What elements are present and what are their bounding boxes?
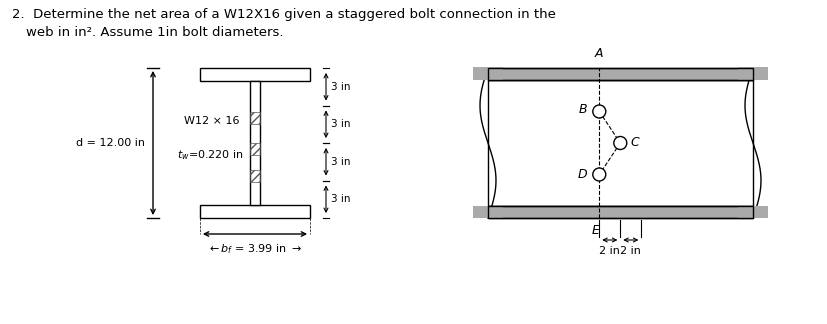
Text: 2 in: 2 in [619,246,640,256]
Bar [487,206,752,218]
Text: $t_w$=0.220 in: $t_w$=0.220 in [176,148,242,162]
Text: web in in². Assume 1in bolt diameters.: web in in². Assume 1in bolt diameters. [26,26,283,39]
Bar [487,80,752,206]
Text: D: D [577,168,586,181]
Bar [472,67,502,80]
Bar [737,206,767,218]
Text: 3 in: 3 in [331,82,350,92]
Text: B: B [578,103,586,116]
Bar [472,206,502,218]
Bar [250,112,260,124]
Circle shape [613,136,626,149]
Circle shape [592,168,605,181]
Text: E: E [590,224,599,237]
Text: 3 in: 3 in [331,119,350,129]
Text: W12 × 16: W12 × 16 [184,116,240,126]
Text: 3 in: 3 in [331,194,350,204]
Bar [487,206,752,218]
Text: d = 12.00 in: d = 12.00 in [76,138,145,148]
Circle shape [592,105,605,118]
Bar [200,68,309,81]
Text: C: C [629,136,638,149]
Text: 3 in: 3 in [331,157,350,167]
Text: A: A [595,47,603,60]
Bar [200,205,309,218]
Bar [250,81,260,205]
Bar [250,170,260,182]
Bar [487,68,752,80]
Bar [250,143,260,155]
Text: $\leftarrow b_f$ = 3.99 in $\rightarrow$: $\leftarrow b_f$ = 3.99 in $\rightarrow$ [208,242,302,256]
Text: 2.  Determine the net area of a W12X16 given a staggered bolt connection in the: 2. Determine the net area of a W12X16 gi… [12,8,555,21]
Bar [737,67,767,80]
Text: 2 in: 2 in [599,246,619,256]
Bar [487,68,752,80]
